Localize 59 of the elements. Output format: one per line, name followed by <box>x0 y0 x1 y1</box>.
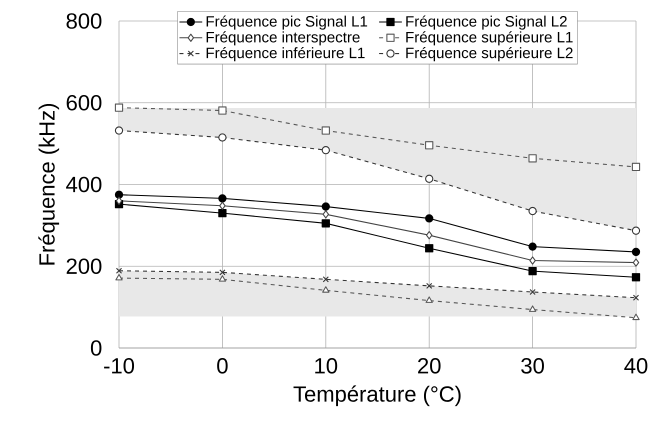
x-tick-label: -10 <box>104 358 134 374</box>
x-tick-label: 30 <box>521 358 544 374</box>
point <box>528 154 537 162</box>
y-axis-title: Fréquence (kHz) <box>38 104 60 265</box>
x-tick-label: 10 <box>315 358 338 374</box>
legend-label: Fréquence pic Signal L2 <box>406 15 567 30</box>
legend-label: Fréquence supérieure L2 <box>406 46 573 62</box>
point <box>322 276 329 282</box>
point <box>218 194 227 203</box>
point <box>114 190 124 199</box>
point <box>426 231 432 240</box>
point <box>425 214 434 223</box>
point <box>114 126 124 135</box>
point <box>528 242 537 251</box>
point <box>219 269 226 276</box>
point <box>322 210 330 218</box>
x-tick-label: 20 <box>418 358 441 374</box>
y-tick-label: 800 <box>66 13 102 29</box>
point <box>425 141 434 150</box>
x-axis-title: Température (°C) <box>294 385 461 406</box>
point <box>632 248 640 256</box>
point <box>426 296 433 303</box>
x-tick-label: 40 <box>624 358 648 374</box>
y-tick-label: 0 <box>90 340 102 356</box>
y-tick-label: 600 <box>66 94 102 111</box>
x-tick-label: 0 <box>217 358 228 374</box>
point <box>322 146 330 154</box>
point <box>632 314 640 320</box>
legend-label: Fréquence pic Signal L1 <box>206 15 368 30</box>
point <box>218 275 226 282</box>
point <box>218 106 227 115</box>
point <box>322 202 330 211</box>
point <box>425 244 434 252</box>
point <box>116 268 122 274</box>
point <box>425 174 434 183</box>
point <box>322 126 330 135</box>
point <box>632 162 640 172</box>
y-tick-label: 200 <box>66 258 102 274</box>
point <box>322 219 330 228</box>
point <box>528 305 536 312</box>
legend-label: Fréquence supérieure L1 <box>406 31 573 46</box>
point <box>218 208 227 218</box>
point <box>632 273 640 282</box>
y-tick-label: 400 <box>66 176 102 192</box>
legend-label: Fréquence inférieure L1 <box>206 46 365 62</box>
point <box>114 104 124 112</box>
point <box>632 294 640 301</box>
point <box>219 202 226 210</box>
point <box>116 196 122 205</box>
point <box>322 286 330 293</box>
point <box>426 282 432 289</box>
point <box>218 133 227 142</box>
point <box>632 226 640 235</box>
point <box>529 256 536 265</box>
point <box>530 288 536 296</box>
point <box>528 206 537 216</box>
point <box>632 258 640 267</box>
legend-label: Fréquence interspectre <box>206 31 360 46</box>
point <box>528 267 537 276</box>
